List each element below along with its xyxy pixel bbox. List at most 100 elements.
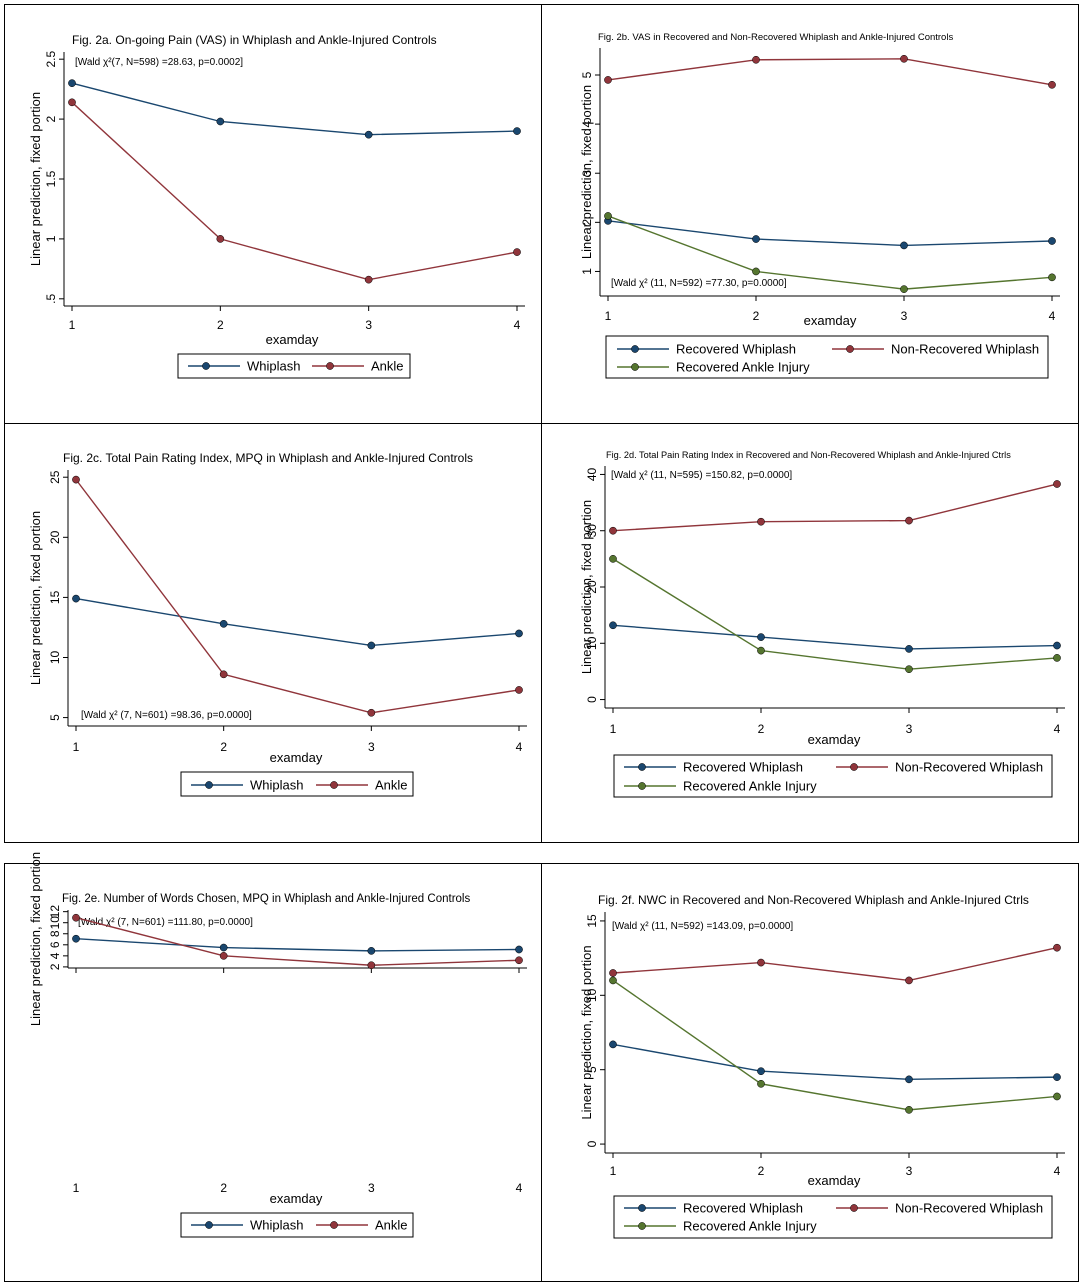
y-tick-label: 4 bbox=[48, 952, 62, 959]
data-point bbox=[72, 934, 80, 943]
x-tick-label: 1 bbox=[605, 309, 612, 323]
wald-statistic: [Wald χ²(7, N=598) =28.63, p=0.0002] bbox=[75, 57, 243, 68]
series-line bbox=[71, 101, 518, 281]
data-point bbox=[219, 943, 228, 952]
data-point bbox=[216, 117, 225, 126]
y-tick-label: 10 bbox=[585, 988, 599, 1002]
y-tick-label: 40 bbox=[585, 467, 599, 481]
data-point bbox=[609, 1040, 617, 1049]
x-tick-label: 2 bbox=[217, 318, 224, 332]
data-point bbox=[905, 1075, 913, 1084]
wald-statistic: [Wald χ² (11, N=592) =143.09, p=0.0000] bbox=[612, 921, 793, 932]
y-tick-label: 2 bbox=[44, 115, 58, 122]
legend-marker bbox=[638, 782, 646, 790]
data-point bbox=[905, 516, 913, 525]
y-tick-label: 1 bbox=[580, 268, 594, 275]
y-tick-label: 5 bbox=[580, 71, 594, 78]
series-line bbox=[607, 220, 1053, 247]
data-point bbox=[364, 275, 373, 284]
data-point bbox=[905, 1106, 913, 1114]
legend-label: Whiplash bbox=[250, 778, 303, 793]
data-point bbox=[752, 235, 760, 243]
y-tick-label: 0 bbox=[585, 1140, 599, 1147]
y-tick-label: 10 bbox=[48, 650, 62, 664]
data-point bbox=[1048, 273, 1056, 282]
legend-box bbox=[613, 1195, 1053, 1239]
legend-box bbox=[613, 754, 1053, 798]
legend-marker bbox=[846, 345, 854, 353]
data-point bbox=[757, 958, 765, 967]
data-point bbox=[219, 670, 228, 679]
y-tick-label: 20 bbox=[48, 530, 62, 544]
data-point bbox=[609, 621, 617, 630]
x-tick-label: 4 bbox=[514, 318, 521, 332]
series-line bbox=[612, 947, 1058, 982]
y-tick-label: 4 bbox=[580, 120, 594, 127]
series-line bbox=[607, 58, 1053, 86]
data-point bbox=[905, 665, 913, 674]
data-point bbox=[219, 619, 228, 628]
series-line bbox=[75, 479, 520, 714]
x-axis-label: examday bbox=[808, 732, 861, 747]
legend-label: Ankle bbox=[375, 778, 408, 793]
y-tick-label: 8 bbox=[48, 930, 62, 937]
x-tick-label: 2 bbox=[220, 740, 227, 754]
data-point bbox=[900, 241, 908, 250]
legend-label: Recovered Whiplash bbox=[676, 342, 796, 357]
series-line bbox=[612, 624, 1058, 650]
x-tick-label: 3 bbox=[906, 722, 913, 736]
wald-statistic: [Wald χ² (7, N=601) =98.36, p=0.0000] bbox=[81, 710, 252, 721]
x-tick-label: 4 bbox=[1054, 1164, 1061, 1178]
x-tick-label: 4 bbox=[516, 1181, 523, 1195]
x-axis-label: examday bbox=[266, 332, 319, 347]
wald-statistic: [Wald χ² (11, N=595) =150.82, p=0.0000] bbox=[611, 470, 792, 481]
x-tick-label: 3 bbox=[906, 1164, 913, 1178]
data-point bbox=[1053, 943, 1061, 952]
data-point bbox=[752, 267, 760, 276]
series-line bbox=[75, 917, 520, 966]
chart-title: Fig. 2e. Number of Words Chosen, MPQ in … bbox=[62, 893, 470, 905]
y-axis-label: Linear prediction, fixed portion bbox=[28, 852, 43, 1026]
x-axis-label: examday bbox=[270, 1191, 323, 1206]
series-line bbox=[612, 979, 1058, 1111]
x-tick-label: 2 bbox=[753, 309, 760, 323]
y-tick-label: 5 bbox=[48, 714, 62, 721]
data-point bbox=[367, 947, 376, 955]
legend-marker bbox=[638, 1204, 646, 1212]
y-tick-label: 25 bbox=[48, 470, 62, 484]
y-axis-label: Linear prediction, fixed portion bbox=[579, 85, 594, 259]
x-tick-label: 4 bbox=[1054, 722, 1061, 736]
data-point bbox=[609, 976, 617, 985]
data-point bbox=[905, 976, 913, 985]
data-point bbox=[757, 633, 765, 641]
data-point bbox=[1053, 1092, 1061, 1101]
data-point bbox=[1048, 237, 1056, 245]
legend-marker bbox=[330, 1221, 338, 1229]
series-line bbox=[75, 597, 520, 647]
data-point bbox=[757, 1067, 765, 1076]
chart-title: Fig. 2c. Total Pain Rating Index, MPQ in… bbox=[63, 451, 473, 465]
data-point bbox=[216, 235, 225, 243]
y-tick-label: 10 bbox=[48, 916, 62, 930]
chart-title: Fig. 2f. NWC in Recovered and Non-Recove… bbox=[598, 893, 1029, 907]
data-point bbox=[900, 54, 908, 63]
data-point bbox=[515, 686, 523, 694]
series-line bbox=[75, 938, 520, 952]
legend-label: Ankle bbox=[375, 1218, 408, 1233]
data-point bbox=[364, 130, 373, 139]
legend-marker bbox=[638, 763, 646, 771]
legend-marker bbox=[638, 1222, 646, 1230]
data-point bbox=[604, 212, 612, 220]
x-tick-label: 1 bbox=[73, 740, 80, 754]
data-point bbox=[72, 594, 80, 603]
chart-a: Fig. 2a. On-going Pain (VAS) in Whiplash… bbox=[28, 33, 525, 379]
legend-marker bbox=[326, 362, 334, 370]
x-tick-label: 2 bbox=[758, 1164, 765, 1178]
x-tick-label: 1 bbox=[73, 1181, 80, 1195]
data-point bbox=[757, 646, 765, 655]
x-tick-label: 4 bbox=[516, 740, 523, 754]
series-line bbox=[612, 558, 1058, 670]
data-point bbox=[900, 285, 908, 293]
data-point bbox=[515, 629, 523, 638]
